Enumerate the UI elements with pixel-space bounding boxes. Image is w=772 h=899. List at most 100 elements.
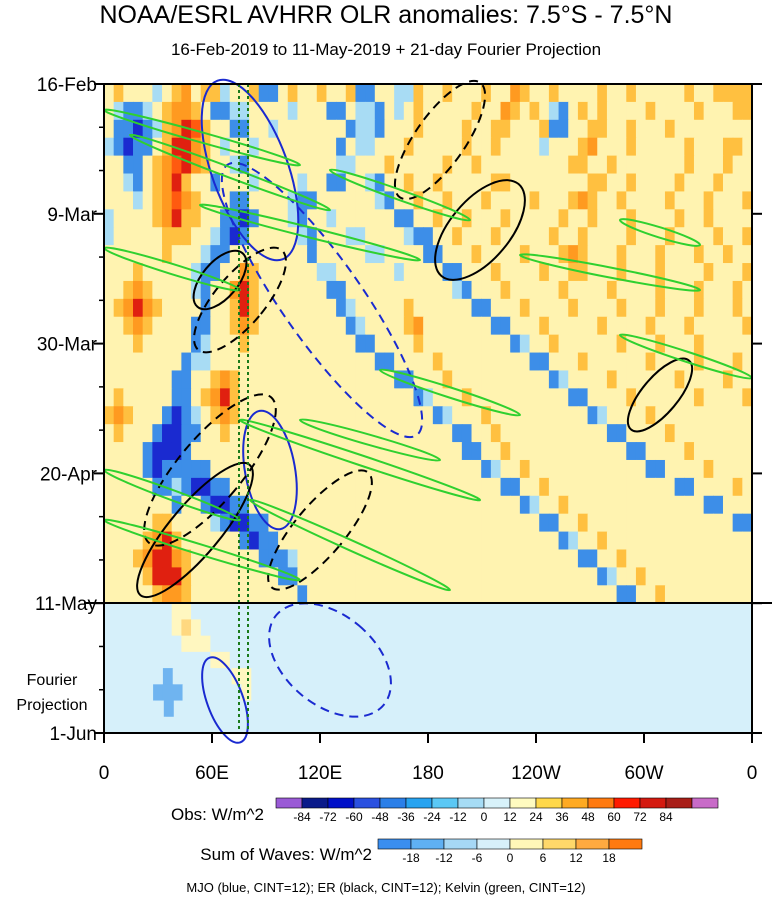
forecast-cell <box>273 700 285 718</box>
obs-cell <box>742 549 753 568</box>
kelvin-contour <box>198 203 422 262</box>
obs-cell <box>703 155 714 175</box>
obs-cell <box>171 424 182 443</box>
obs-cell <box>461 477 473 497</box>
obs-cell <box>529 567 540 586</box>
obs-cell <box>220 388 231 407</box>
x-tick-label: 60E <box>195 763 229 784</box>
obs-cell <box>278 585 289 604</box>
obs-cell <box>539 101 550 121</box>
obs-cell <box>742 388 753 407</box>
obs-cell <box>722 370 734 389</box>
y-tick-label: 20-Apr <box>40 464 98 485</box>
obs-cell <box>558 388 569 407</box>
obs-cell <box>500 316 511 336</box>
waves-colorbar-swatch <box>608 838 643 850</box>
forecast-cell <box>660 716 672 734</box>
obs-cell <box>684 459 695 479</box>
obs-cell <box>693 209 705 228</box>
obs-cell <box>142 549 153 568</box>
obs-cell <box>297 155 308 175</box>
obs-cell <box>181 477 192 497</box>
obs-cell <box>123 119 134 139</box>
obs-cell <box>732 245 743 264</box>
forecast-cell <box>702 684 714 702</box>
obs-cell <box>403 280 415 300</box>
obs-cell <box>258 495 270 515</box>
forecast-cell <box>481 635 492 653</box>
obs-cell <box>722 173 734 193</box>
obs-cell <box>316 263 328 282</box>
obs-cell <box>461 352 473 372</box>
obs-cell <box>606 316 618 336</box>
obs-cell <box>181 442 192 461</box>
obs-cell <box>287 531 299 551</box>
forecast-cell <box>577 635 589 653</box>
obs-cell <box>403 549 415 568</box>
obs-cell <box>403 513 415 533</box>
obs-cell <box>616 227 627 246</box>
obs-colorbar-level: 48 <box>581 810 595 824</box>
obs-cell <box>316 549 328 568</box>
obs-cell <box>713 227 724 246</box>
obs-cell <box>133 316 144 336</box>
obs-cell <box>249 119 260 139</box>
forecast-cell <box>432 635 444 653</box>
forecast-cell <box>339 684 351 702</box>
obs-cell <box>519 280 531 300</box>
obs-cell <box>104 227 115 246</box>
forecast-cell <box>604 684 616 702</box>
obs-cell <box>210 370 221 389</box>
obs-cell <box>471 477 482 497</box>
forecast-cell <box>307 651 318 669</box>
obs-cell <box>645 137 656 157</box>
obs-cell <box>577 567 589 586</box>
obs-cell <box>307 459 318 479</box>
obs-cell <box>626 137 637 157</box>
obs-cell <box>587 477 598 497</box>
forecast-cell <box>442 700 454 718</box>
obs-cell <box>355 477 366 497</box>
obs-cell <box>519 549 531 568</box>
obs-cell <box>645 263 656 282</box>
obs-cell <box>732 84 743 103</box>
obs-cell <box>249 388 260 407</box>
forecast-cell <box>432 619 444 637</box>
obs-cell <box>268 101 279 121</box>
obs-cell <box>316 298 328 318</box>
obs-cell <box>365 263 376 282</box>
obs-colorbar-level: 36 <box>555 810 569 824</box>
obs-cell <box>539 424 550 443</box>
obs-cell <box>133 388 144 407</box>
obs-cell <box>539 173 550 193</box>
obs-cell <box>693 477 705 497</box>
obs-cell <box>568 585 579 604</box>
forecast-cell <box>548 651 560 669</box>
obs-cell <box>278 477 289 497</box>
obs-cell <box>742 442 753 461</box>
obs-cell <box>249 442 260 461</box>
obs-cell <box>336 352 347 372</box>
forecast-cell <box>278 651 289 669</box>
forecast-cell <box>268 619 279 637</box>
obs-cell <box>558 549 569 568</box>
obs-cell <box>500 459 511 479</box>
forecast-cell <box>394 619 405 637</box>
forecast-cell <box>539 619 550 637</box>
forecast-cell <box>742 700 753 718</box>
obs-cell <box>655 585 666 604</box>
forecast-cell <box>374 635 386 653</box>
forecast-cell <box>626 651 637 669</box>
obs-cell <box>490 585 502 604</box>
obs-cell <box>481 388 492 407</box>
forecast-cell <box>369 668 380 685</box>
obs-cell <box>316 567 328 586</box>
obs-cell <box>539 280 550 300</box>
obs-cell <box>732 513 743 533</box>
forecast-cell <box>393 700 404 718</box>
obs-cell <box>220 406 231 425</box>
forecast-cell <box>336 651 347 669</box>
obs-cell <box>229 495 241 515</box>
mjo-contour <box>220 161 424 439</box>
obs-cell <box>287 495 299 515</box>
